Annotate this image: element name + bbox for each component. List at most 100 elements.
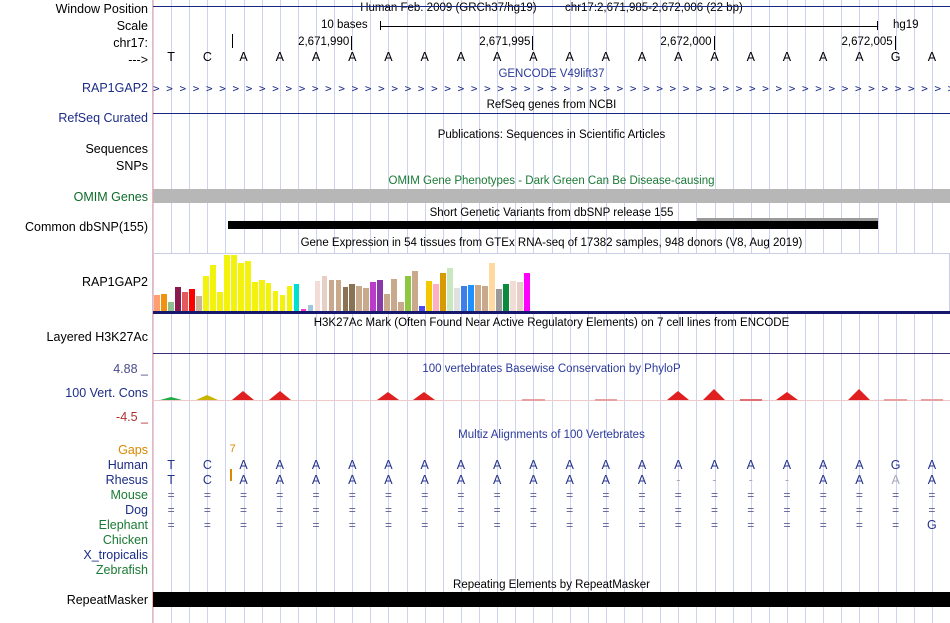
track-title-repeatmasker[interactable]: Repeating Elements by RepeatMasker bbox=[453, 579, 650, 591]
gtex-tissue-bar[interactable] bbox=[160, 294, 167, 313]
track-title-h3k27ac[interactable]: H3K27Ac Mark (Often Found Near Active Re… bbox=[313, 317, 790, 329]
gtex-tissue-bar[interactable] bbox=[440, 273, 447, 313]
label-cons[interactable]: 100 Vert. Cons bbox=[65, 386, 148, 400]
gtex-tissue-bar[interactable] bbox=[272, 291, 279, 313]
track-title-gtex[interactable]: Gene Expression in 54 tissues from GTEx … bbox=[300, 237, 803, 249]
reference-base: A bbox=[529, 50, 538, 64]
gtex-tissue-bar[interactable] bbox=[454, 288, 460, 313]
track-title-multiz[interactable]: Multiz Alignments of 100 Vertebrates bbox=[458, 429, 645, 441]
label-refseq[interactable]: RefSeq Curated bbox=[58, 111, 148, 125]
gtex-tissue-bar[interactable] bbox=[286, 286, 293, 313]
omim-gene-bar[interactable] bbox=[153, 189, 950, 203]
gtex-tissue-bar[interactable] bbox=[154, 295, 160, 313]
gtex-expression-chart[interactable] bbox=[153, 253, 950, 314]
label-h3k27ac[interactable]: Layered H3K27Ac bbox=[46, 330, 148, 344]
track-title-gencode[interactable]: GENCODE V49lift37 bbox=[498, 68, 605, 80]
gtex-tissue-bar[interactable] bbox=[258, 280, 265, 313]
phylop-score-bar[interactable] bbox=[775, 392, 798, 400]
label-omim[interactable]: OMIM Genes bbox=[73, 190, 148, 204]
label-dbsnp[interactable]: Common dbSNP(155) bbox=[25, 220, 148, 234]
phylop-score-bar[interactable] bbox=[594, 399, 618, 401]
gtex-tissue-bar[interactable] bbox=[461, 286, 467, 313]
gtex-tissue-bar[interactable] bbox=[475, 285, 481, 313]
alignment-base: - bbox=[748, 473, 753, 487]
phylop-score-bar[interactable] bbox=[703, 389, 726, 400]
gtex-tissue-bar[interactable] bbox=[265, 283, 272, 313]
gtex-tissue-bar[interactable] bbox=[405, 276, 412, 313]
phylop-score-bar[interactable] bbox=[920, 399, 944, 401]
phylop-score-bar[interactable] bbox=[196, 395, 219, 400]
gtex-tissue-bar[interactable] bbox=[356, 286, 363, 313]
phylop-score-bar[interactable] bbox=[522, 399, 545, 401]
gtex-tissue-bar[interactable] bbox=[216, 292, 223, 313]
gtex-tissue-bar[interactable] bbox=[202, 276, 209, 313]
phylop-score-bar[interactable] bbox=[739, 399, 762, 401]
phylop-score-bar[interactable] bbox=[232, 391, 255, 400]
gtex-tissue-bar[interactable] bbox=[468, 285, 474, 313]
gtex-tissue-bar[interactable] bbox=[363, 288, 370, 313]
track-title-phylop[interactable]: 100 vertebrates Basewise Conservation by… bbox=[422, 363, 681, 375]
gtex-tissue-bar[interactable] bbox=[195, 296, 202, 313]
alignment-base: = bbox=[855, 503, 863, 517]
gtex-tissue-bar[interactable] bbox=[237, 263, 244, 313]
dbsnp-variant-bar[interactable] bbox=[228, 221, 878, 229]
label-gtex-gene[interactable]: RAP1GAP2 bbox=[81, 275, 148, 289]
gtex-tissue-bar[interactable] bbox=[181, 292, 188, 313]
gtex-tissue-bar[interactable] bbox=[244, 261, 251, 313]
gtex-tissue-bar[interactable] bbox=[377, 280, 384, 313]
label-sequences[interactable]: Sequences bbox=[85, 142, 148, 156]
gtex-tissue-bar[interactable] bbox=[321, 276, 328, 313]
phylop-score-bar[interactable] bbox=[413, 392, 436, 400]
label-gencode-gene[interactable]: RAP1GAP2 bbox=[81, 81, 148, 95]
refseq-transcript-line[interactable] bbox=[153, 113, 950, 114]
gtex-tissue-bar[interactable] bbox=[328, 280, 335, 313]
gtex-tissue-bar[interactable] bbox=[412, 271, 419, 313]
gtex-tissue-bar[interactable] bbox=[496, 289, 502, 313]
phylop-score-bar[interactable] bbox=[377, 392, 400, 400]
gencode-transcript-arrows[interactable]: > > > > > > > > > > > > > > > > > > > > … bbox=[153, 82, 950, 95]
repeatmasker-bar[interactable] bbox=[153, 592, 950, 607]
gtex-tissue-bar[interactable] bbox=[230, 255, 237, 313]
gtex-tissue-bar[interactable] bbox=[251, 282, 258, 313]
gtex-tissue-bar[interactable] bbox=[447, 268, 453, 313]
phylop-score-bar[interactable] bbox=[884, 399, 907, 401]
gtex-tissue-bar[interactable] bbox=[398, 302, 405, 313]
gtex-tissue-bar[interactable] bbox=[524, 273, 530, 313]
gtex-tissue-bar[interactable] bbox=[209, 265, 216, 313]
alignment-base: A bbox=[927, 473, 937, 487]
gtex-tissue-bar[interactable] bbox=[391, 279, 398, 313]
track-title-omim[interactable]: OMIM Gene Phenotypes - Dark Green Can Be… bbox=[388, 175, 715, 187]
gtex-tissue-bar[interactable] bbox=[489, 263, 495, 313]
gtex-tissue-bar[interactable] bbox=[342, 287, 349, 313]
gtex-tissue-bar[interactable] bbox=[503, 284, 509, 313]
phylop-score-bar[interactable] bbox=[848, 389, 871, 400]
gtex-tissue-bar[interactable] bbox=[482, 286, 488, 313]
gtex-tissue-bar[interactable] bbox=[335, 280, 342, 313]
gtex-tissue-bar[interactable] bbox=[349, 284, 356, 313]
gtex-tissue-bar[interactable] bbox=[223, 255, 230, 313]
gtex-tissue-bar[interactable] bbox=[314, 281, 321, 313]
gtex-tissue-bar[interactable] bbox=[384, 294, 391, 313]
phylop-score-bar[interactable] bbox=[268, 391, 291, 400]
track-title-refseq[interactable]: RefSeq genes from NCBI bbox=[486, 99, 617, 111]
gtex-tissue-bar[interactable] bbox=[433, 284, 440, 313]
track-title-dbsnp[interactable]: Short Genetic Variants from dbSNP releas… bbox=[429, 207, 674, 219]
label-snps[interactable]: SNPs bbox=[116, 159, 148, 173]
alignment-base: = bbox=[783, 488, 791, 502]
gtex-tissue-bar[interactable] bbox=[293, 284, 300, 313]
phylop-score-bar[interactable] bbox=[667, 391, 690, 400]
gtex-tissue-bar[interactable] bbox=[167, 302, 174, 313]
gtex-tissue-bar[interactable] bbox=[510, 281, 516, 313]
ruler-tick-label: 2,672,000 bbox=[660, 36, 712, 48]
gtex-tissue-bar[interactable] bbox=[426, 281, 433, 313]
gtex-tissue-bar[interactable] bbox=[517, 282, 523, 313]
label-repeatmasker[interactable]: RepeatMasker bbox=[66, 593, 148, 607]
gtex-tissue-bar[interactable] bbox=[188, 289, 195, 313]
phylop-score-bar[interactable] bbox=[159, 397, 182, 400]
gtex-tissue-bar[interactable] bbox=[307, 305, 314, 313]
gtex-tissue-bar[interactable] bbox=[174, 287, 181, 313]
track-title-publications[interactable]: Publications: Sequences in Scientific Ar… bbox=[437, 129, 666, 141]
gtex-tissue-bar[interactable] bbox=[370, 282, 377, 313]
gtex-tissue-bar[interactable] bbox=[419, 306, 426, 313]
gtex-tissue-bar[interactable] bbox=[279, 295, 286, 313]
